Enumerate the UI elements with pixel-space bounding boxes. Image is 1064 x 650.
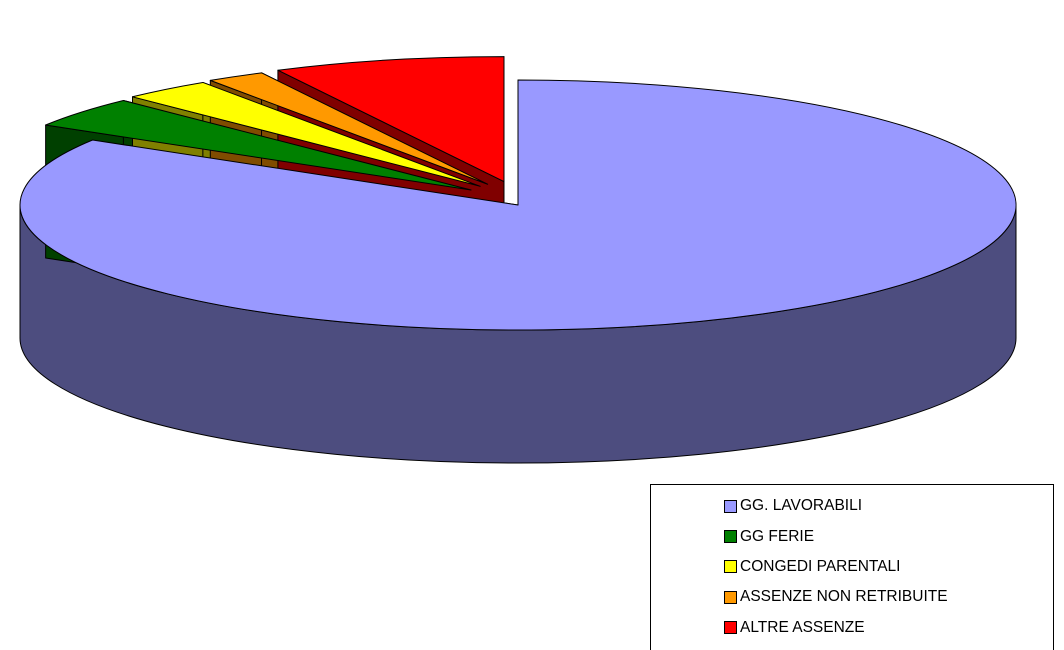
legend-label: ALTRE ASSENZE xyxy=(740,618,865,636)
legend-label: CONGEDI PARENTALI xyxy=(740,557,901,575)
legend-swatch xyxy=(724,530,737,544)
legend-swatch xyxy=(724,499,737,513)
legend-label: ASSENZE NON RETRIBUITE xyxy=(740,588,948,606)
legend-label: GG FERIE xyxy=(740,527,815,545)
legend-swatch xyxy=(724,590,737,604)
pie-slice xyxy=(209,72,489,185)
legend-item: ASSENZE NON RETRIBUITE xyxy=(724,582,1053,612)
legend-swatch xyxy=(724,560,737,574)
legend-item: GG FERIE xyxy=(724,521,1053,551)
pie-slice xyxy=(45,100,472,191)
legend-item: GG. LAVORABILI xyxy=(724,491,1053,521)
legend: GG. LAVORABILI GG FERIE CONGEDI PARENTAL… xyxy=(650,484,1054,650)
pie-slice xyxy=(132,81,481,187)
pie-slice xyxy=(277,56,505,183)
legend-swatch xyxy=(724,621,737,635)
pie-slice xyxy=(19,79,1017,331)
legend-item: ALTRE ASSENZE xyxy=(724,613,1053,643)
legend-label: GG. LAVORABILI xyxy=(740,497,863,515)
legend-item: CONGEDI PARENTALI xyxy=(724,552,1053,582)
